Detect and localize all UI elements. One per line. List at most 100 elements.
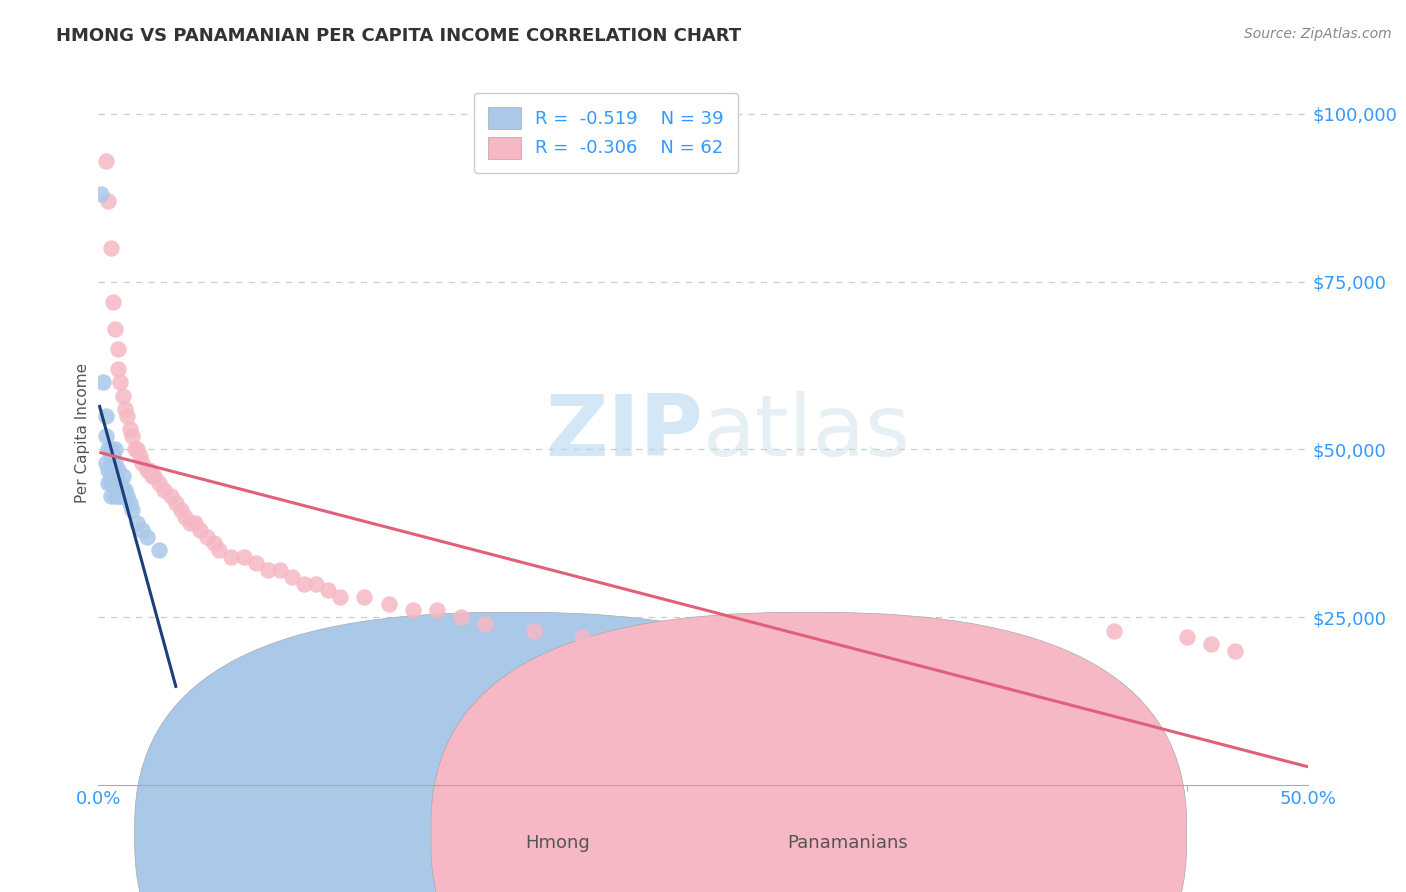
Point <box>97 462 120 476</box>
Point <box>135 530 157 544</box>
Point <box>160 489 183 503</box>
Point <box>402 603 425 617</box>
Point <box>143 469 166 483</box>
Point <box>523 624 546 638</box>
Text: Panamanians: Panamanians <box>787 834 908 852</box>
Point <box>108 376 131 390</box>
Point <box>114 402 136 417</box>
Point <box>305 576 328 591</box>
Point <box>100 241 122 255</box>
Point <box>292 576 315 591</box>
Point <box>353 590 375 604</box>
Point <box>104 469 127 483</box>
Point <box>100 456 122 470</box>
Point <box>450 610 472 624</box>
Point <box>148 543 170 558</box>
Point <box>837 644 859 658</box>
Point <box>91 376 114 390</box>
Point <box>1007 650 1029 665</box>
Point <box>128 449 150 463</box>
Point <box>426 603 449 617</box>
Point <box>100 442 122 457</box>
Point <box>174 509 197 524</box>
Point <box>90 187 112 202</box>
Point <box>195 530 218 544</box>
Point <box>104 456 127 470</box>
Point <box>474 616 496 631</box>
Point <box>377 597 399 611</box>
Point <box>131 523 153 537</box>
Point <box>107 342 129 356</box>
Point <box>716 637 738 651</box>
Point <box>124 442 146 457</box>
Point <box>111 483 134 497</box>
Legend: R =  -0.519    N = 39, R =  -0.306    N = 62: R = -0.519 N = 39, R = -0.306 N = 62 <box>474 93 738 173</box>
Point <box>101 294 124 309</box>
Point <box>97 442 120 457</box>
Point <box>97 475 120 490</box>
Y-axis label: Per Capita Income: Per Capita Income <box>75 362 90 503</box>
Point <box>668 637 690 651</box>
Point <box>104 442 127 457</box>
Point <box>100 469 122 483</box>
Point <box>1223 644 1246 658</box>
Point <box>316 583 339 598</box>
FancyBboxPatch shape <box>432 612 1187 892</box>
Text: Hmong: Hmong <box>526 834 591 852</box>
Point <box>101 475 124 490</box>
Point <box>104 321 127 335</box>
Point <box>121 503 143 517</box>
Point <box>100 475 122 490</box>
Point <box>114 483 136 497</box>
Point <box>148 475 170 490</box>
Point <box>1199 637 1222 651</box>
Point <box>1102 624 1125 638</box>
Point <box>107 483 129 497</box>
Point <box>94 409 117 423</box>
Point <box>100 489 122 503</box>
Point <box>108 475 131 490</box>
Point <box>221 549 243 564</box>
Point <box>232 549 254 564</box>
Point <box>104 489 127 503</box>
Point <box>188 523 211 537</box>
Point <box>131 456 153 470</box>
Point <box>329 590 352 604</box>
Point <box>111 389 134 403</box>
Point <box>135 462 157 476</box>
Point <box>160 744 183 758</box>
Point <box>94 153 117 168</box>
Point <box>619 630 641 644</box>
Point <box>121 429 143 443</box>
Point <box>101 449 124 463</box>
Point <box>571 630 593 644</box>
Point <box>138 462 160 476</box>
Point <box>108 489 131 503</box>
Text: Source: ZipAtlas.com: Source: ZipAtlas.com <box>1244 27 1392 41</box>
Point <box>117 489 139 503</box>
Point <box>281 570 304 584</box>
Point <box>127 442 149 457</box>
Point <box>107 475 129 490</box>
Point <box>117 409 139 423</box>
Text: atlas: atlas <box>703 391 911 475</box>
Point <box>179 516 201 531</box>
Point <box>97 194 120 208</box>
FancyBboxPatch shape <box>135 612 890 892</box>
Point <box>269 563 291 577</box>
Point <box>208 543 231 558</box>
Point <box>118 422 141 436</box>
Point <box>94 456 117 470</box>
Point <box>118 496 141 510</box>
Point <box>101 462 124 476</box>
Point <box>127 516 149 531</box>
Point <box>245 557 267 571</box>
Point <box>1175 630 1198 644</box>
Point <box>165 496 187 510</box>
Point <box>107 362 129 376</box>
Point <box>169 503 191 517</box>
Point <box>104 475 127 490</box>
Point <box>107 462 129 476</box>
Point <box>111 489 134 503</box>
Point <box>107 489 129 503</box>
